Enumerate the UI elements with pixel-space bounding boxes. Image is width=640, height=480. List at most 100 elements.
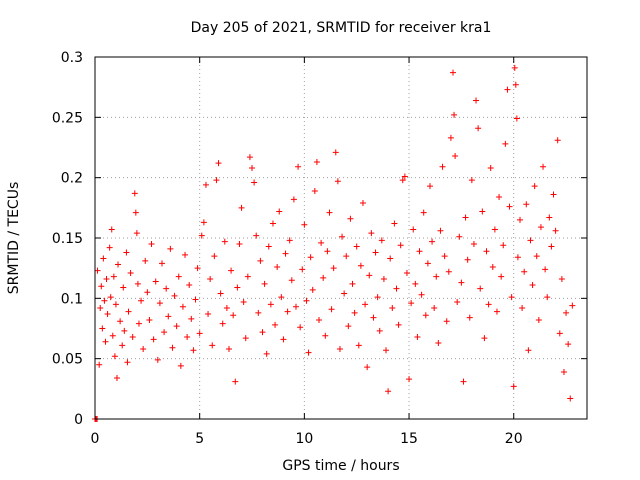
data-point	[146, 317, 153, 324]
data-point	[401, 173, 408, 180]
data-point	[477, 285, 484, 292]
grid-lines	[95, 57, 587, 419]
data-point	[152, 278, 159, 285]
data-point	[326, 209, 333, 216]
data-point	[276, 208, 283, 215]
data-point	[127, 269, 134, 276]
data-point	[169, 344, 176, 351]
data-point	[244, 273, 251, 280]
data-point	[468, 177, 475, 184]
data-point	[487, 165, 494, 172]
data-point	[211, 253, 218, 260]
data-point	[517, 216, 524, 223]
data-point	[514, 254, 521, 261]
data-point	[171, 292, 178, 299]
data-point	[519, 304, 526, 311]
data-point	[132, 209, 139, 216]
data-point	[295, 163, 302, 170]
data-point	[439, 163, 446, 170]
data-point	[345, 323, 352, 330]
x-axis-ticks: 0 5 10 15 20	[91, 57, 523, 447]
data-point	[246, 154, 253, 161]
data-point	[410, 226, 417, 233]
data-point	[374, 294, 381, 301]
data-point	[456, 233, 463, 240]
data-point	[483, 248, 490, 255]
data-point	[489, 263, 496, 270]
data-point	[161, 329, 168, 336]
data-point	[408, 300, 415, 307]
y-axis-label: SRMTID / TECUs	[6, 182, 22, 295]
data-point	[177, 362, 184, 369]
data-point	[391, 220, 398, 227]
x-axis-label: GPS time / hours	[282, 458, 399, 474]
data-point	[219, 320, 226, 327]
data-point	[257, 257, 264, 264]
data-point	[150, 336, 157, 343]
data-point	[99, 325, 106, 332]
data-point	[269, 220, 276, 227]
data-point	[138, 297, 145, 304]
data-point	[479, 208, 486, 215]
data-point	[397, 242, 404, 249]
data-point	[330, 265, 337, 272]
data-point	[292, 303, 299, 310]
y-tick-label: 0.25	[52, 110, 83, 126]
data-point	[437, 227, 444, 234]
data-point	[351, 309, 358, 316]
data-point	[512, 81, 519, 88]
data-point	[267, 301, 274, 308]
data-point	[529, 282, 536, 289]
x-tick-label: 20	[505, 431, 523, 447]
data-point	[447, 134, 454, 141]
data-point	[265, 243, 272, 250]
data-point	[311, 187, 318, 194]
data-point	[429, 238, 436, 245]
data-point	[502, 140, 509, 147]
data-point	[378, 237, 385, 244]
data-point	[435, 339, 442, 346]
data-point	[142, 257, 149, 264]
data-point	[309, 286, 316, 293]
data-point	[259, 329, 266, 336]
data-point	[395, 321, 402, 328]
data-point	[148, 241, 155, 248]
data-point	[334, 178, 341, 185]
data-point	[190, 347, 197, 354]
data-point	[466, 314, 473, 321]
data-point	[242, 335, 249, 342]
data-point	[232, 378, 239, 385]
data-point	[207, 276, 214, 283]
data-points	[92, 64, 576, 422]
data-point	[100, 255, 107, 262]
y-axis-ticks: 0 0.05 0.1 0.15 0.2 0.25 0.3	[52, 50, 587, 428]
data-point	[124, 359, 131, 366]
data-point	[186, 282, 193, 289]
data-point	[123, 249, 130, 256]
data-point	[133, 230, 140, 237]
data-point	[339, 233, 346, 240]
data-point	[380, 276, 387, 283]
data-point	[324, 248, 331, 255]
data-point	[527, 237, 534, 244]
data-point	[349, 280, 356, 287]
data-point	[341, 290, 348, 297]
plot-frame	[94, 56, 588, 420]
data-point	[368, 230, 375, 237]
data-point	[112, 301, 119, 308]
data-point	[234, 284, 241, 291]
data-point	[119, 342, 126, 349]
data-point	[196, 330, 203, 337]
data-point	[101, 297, 108, 304]
data-point	[109, 332, 116, 339]
data-point	[567, 395, 574, 402]
data-point	[251, 179, 258, 186]
data-point	[288, 277, 295, 284]
data-point	[383, 347, 390, 354]
data-point	[307, 254, 314, 261]
data-point	[485, 301, 492, 308]
data-point	[318, 239, 325, 246]
data-point	[376, 327, 383, 334]
data-point	[255, 309, 262, 316]
data-point	[353, 243, 360, 250]
